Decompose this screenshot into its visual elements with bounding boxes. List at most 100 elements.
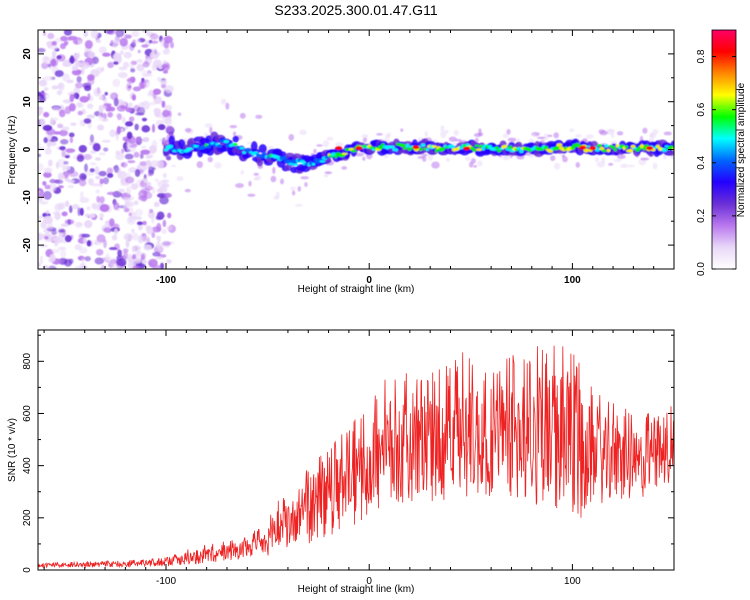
spectrogram-noise-cell <box>60 249 67 259</box>
spectrogram-noise-cell <box>106 173 114 178</box>
spectrogram-noise-cell <box>161 228 167 234</box>
spectrogram-noise-cell <box>58 109 66 118</box>
spectrogram-core-cell <box>601 149 607 153</box>
spectrogram-noise-cell <box>43 190 52 200</box>
spectrogram-core-cell <box>311 162 316 166</box>
snr-series-line <box>38 345 674 569</box>
spectrogram-core-cell <box>594 147 601 152</box>
spectrogram-noise-cell <box>141 259 147 264</box>
spectrogram-noise-cell <box>117 249 123 257</box>
spectrogram-noise-cell <box>49 253 56 263</box>
spectrogram-noise-cell <box>148 166 155 174</box>
spectrogram-noise-cell <box>153 107 162 115</box>
spectrogram-haze-cell <box>165 116 172 122</box>
spectrogram-core-cell <box>187 147 194 151</box>
spectrogram-noise-cell <box>156 211 165 220</box>
spectrogram-noise-cell <box>122 248 129 253</box>
spectrogram-haze-cell <box>324 171 333 175</box>
spectrogram-noise-cell <box>140 149 151 155</box>
spectrogram-haze-cell <box>620 163 629 169</box>
spectrogram-noise-cell <box>56 55 62 60</box>
spectrogram-haze-cell <box>341 166 348 170</box>
spectrogram-noise-cell <box>93 242 103 246</box>
spectrogram-noise-cell <box>125 176 135 184</box>
spectrogram-noise-cell <box>132 232 139 241</box>
spectrogram-noise-cell <box>137 235 144 244</box>
spectrogram-noise-cell <box>51 248 60 254</box>
spectrogram-haze-cell <box>176 176 184 182</box>
spectrogram-noise-cell <box>161 64 169 69</box>
spectrogram-noise-cell <box>94 257 104 265</box>
spectrogram-noise-cell <box>151 123 156 133</box>
spectrogram-haze-cell <box>209 126 213 135</box>
spectrogram-noise-cell <box>163 192 173 199</box>
spectrogram-haze-cell <box>652 162 658 170</box>
spectrogram-haze-cell <box>204 123 213 128</box>
spectrogram-noise-cell <box>148 258 158 267</box>
spectrogram-haze-cell <box>272 166 276 175</box>
spectrogram-noise-cell <box>155 242 161 249</box>
spectrogram-haze-cell <box>225 102 230 110</box>
spectrogram-noise-cell <box>147 210 155 219</box>
spectrogram-noise-cell <box>135 208 144 216</box>
spectrogram-noise-cell <box>142 136 150 143</box>
spectrogram-core-cell <box>586 145 591 148</box>
spectrogram-haze-cell <box>273 195 280 200</box>
spectrogram-noise-cell <box>124 200 130 205</box>
spectrogram-noise-cell <box>94 157 102 161</box>
spectrogram-noise-cell <box>122 61 130 68</box>
spectrogram-core-cell <box>543 145 549 150</box>
spectrogram-noise-cell <box>44 75 53 81</box>
spectrogram-haze-cell <box>464 156 471 161</box>
spectrogram-noise-cell <box>131 30 140 38</box>
spectrogram-noise-cell <box>142 61 150 68</box>
spectrogram-noise-cell <box>103 30 114 34</box>
spectrogram-noise-cell <box>84 40 93 49</box>
spectrogram-noise-cell <box>129 62 134 70</box>
spectrogram-noise-cell <box>54 70 64 77</box>
spectrogram-noise-cell <box>96 234 106 243</box>
spectrogram-noise-cell <box>126 131 133 140</box>
snr-ytick-label: 0 <box>22 567 33 573</box>
spectrogram-noise-cell <box>150 160 161 168</box>
spectrogram-noise-cell <box>119 37 128 47</box>
spectrogram-noise-cell <box>139 161 148 166</box>
spectrogram-core-cell <box>604 144 609 148</box>
spectrogram-haze-cell <box>235 183 244 189</box>
spectrogram-haze-cell <box>611 132 615 139</box>
spectrogram-noise-cell <box>43 215 53 225</box>
spectrogram-track-cell <box>232 135 239 143</box>
spectrogram-noise-cell <box>132 86 142 92</box>
spectrogram-core-cell <box>217 144 223 148</box>
spectrogram-noise-cell <box>162 48 171 55</box>
spectrogram-core-cell <box>167 144 174 149</box>
colorbar-label: Normalized spectral amplitude <box>736 82 747 217</box>
spectrogram-noise-cell <box>107 111 113 118</box>
spectrogram-noise-cell <box>122 197 132 202</box>
spectrogram-haze-cell <box>294 203 303 207</box>
spectrogram-noise-cell <box>167 212 172 219</box>
spectrogram-noise-cell <box>44 184 51 190</box>
spectrogram-noise-cell <box>39 200 49 205</box>
colorbar-gradient <box>711 29 737 270</box>
spectrogram-haze-cell <box>594 156 599 163</box>
spectrogram-noise-cell <box>51 40 57 46</box>
spectrogram-noise-cell <box>42 265 50 269</box>
spectrogram-noise-cell <box>61 149 66 158</box>
spectrogram-noise-cell <box>117 71 128 79</box>
spectrogram-noise-cell <box>129 144 138 148</box>
spectrogram-haze-cell <box>440 125 445 133</box>
spectrogram-noise-cell <box>65 148 76 153</box>
spectrogram-noise-cell <box>68 132 75 138</box>
spectrogram-noise-cell <box>161 179 170 184</box>
spectrogram-noise-cell <box>92 143 101 152</box>
spectrogram-noise-cell <box>123 207 130 213</box>
spectrogram-noise-cell <box>79 207 84 216</box>
spectrogram-noise-cell <box>43 92 50 100</box>
spectrogram-noise-cell <box>58 229 66 233</box>
spectrogram-noise-cell <box>43 111 50 118</box>
spectrogram-noise-cell <box>100 264 106 269</box>
spectrogram-noise-cell <box>83 118 92 124</box>
spectrogram-hot-cell <box>589 146 597 151</box>
spectrogram-noise-cell <box>59 129 69 137</box>
